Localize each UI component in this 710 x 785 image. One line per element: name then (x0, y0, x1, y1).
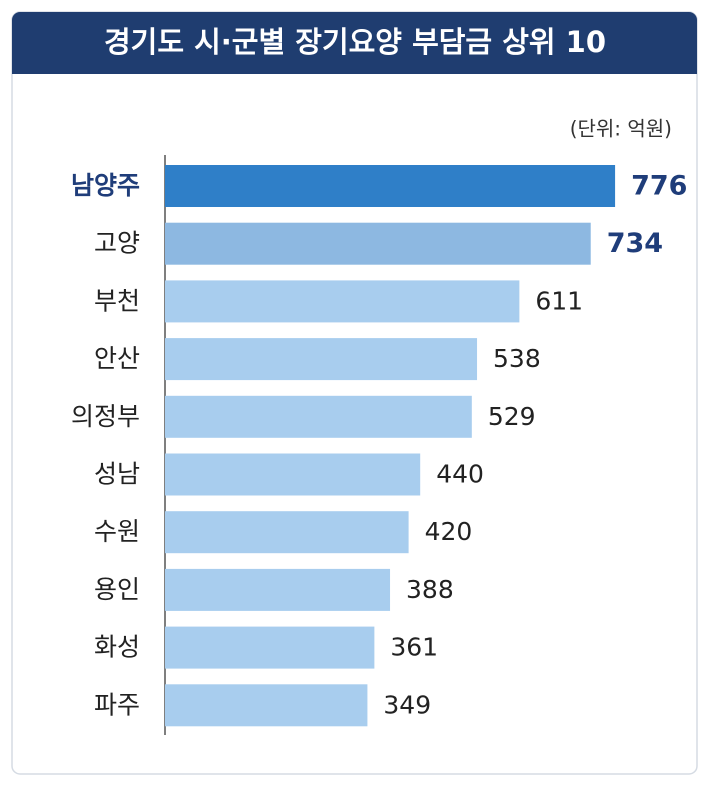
value-label: 529 (488, 402, 536, 431)
bar (165, 626, 375, 669)
category-label: 고양 (94, 229, 140, 258)
value-label: 611 (535, 286, 583, 315)
value-label: 734 (607, 228, 663, 259)
value-label: 440 (436, 460, 484, 489)
bar (165, 280, 520, 323)
bar (165, 684, 368, 727)
category-label: 안산 (94, 344, 140, 373)
bar (165, 511, 409, 554)
category-label: 의정부 (71, 402, 140, 431)
value-label: 538 (493, 344, 541, 373)
unit-label: (단위: 억원) (570, 117, 672, 141)
bar (165, 338, 478, 381)
bar (165, 453, 421, 496)
value-label: 420 (425, 517, 473, 546)
category-label: 부천 (94, 286, 140, 315)
chart-title: 경기도 시·군별 장기요양 부담금 상위 10 (104, 25, 606, 59)
value-label: 776 (631, 171, 687, 202)
category-label: 수원 (94, 517, 140, 546)
category-label: 성남 (94, 460, 140, 489)
category-label: 남양주 (71, 171, 140, 200)
bar (165, 395, 472, 438)
value-label: 349 (383, 690, 431, 719)
bar (165, 222, 591, 265)
category-label: 파주 (94, 690, 140, 719)
category-label: 용인 (94, 575, 140, 604)
category-label: 화성 (94, 633, 140, 662)
bar (165, 568, 391, 611)
value-label: 361 (390, 633, 438, 662)
value-label: 388 (406, 575, 454, 604)
title-band (12, 12, 697, 74)
bar (165, 165, 616, 207)
